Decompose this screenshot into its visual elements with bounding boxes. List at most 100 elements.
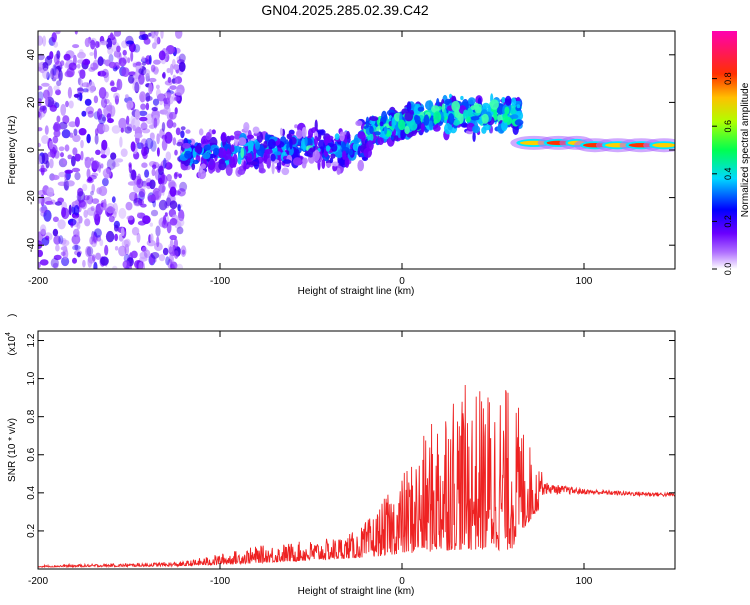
spectrogram-cell — [112, 265, 118, 269]
spectrogram-cell — [156, 133, 160, 145]
spectrogram-cell — [56, 80, 62, 87]
spectrogram-cell — [355, 120, 363, 127]
spectrogram-cell — [93, 95, 99, 104]
spectrogram-cell — [266, 157, 272, 169]
spectrogram-cell — [398, 119, 406, 131]
spectrogram-cell — [109, 81, 115, 87]
spectrogram-cell — [229, 135, 235, 141]
spectrogram-cell — [89, 236, 94, 245]
spectrogram-cell — [141, 162, 148, 168]
spectrogram-cell — [146, 182, 151, 187]
spectrogram-cell — [38, 142, 41, 148]
spectrogram-cell — [162, 247, 169, 256]
spectrogram-cell — [312, 149, 320, 162]
spectrogram-cell — [145, 92, 151, 102]
spectrogram-cell — [99, 239, 104, 247]
spectrogram-cell — [325, 145, 331, 152]
snr-xtick-label: 0 — [399, 576, 405, 587]
snr-background — [38, 331, 675, 569]
spectrogram-cell — [56, 115, 61, 123]
spectrogram-cell — [114, 158, 124, 163]
spectrogram-cell — [169, 186, 177, 197]
spectrogram-cell — [75, 232, 80, 242]
spectrogram-cell — [90, 205, 95, 212]
spectrogram-cell — [137, 212, 141, 218]
spectrogram-cell — [52, 135, 59, 144]
spectrogram-cell — [344, 157, 350, 168]
spectrogram-cell — [233, 145, 242, 153]
spectrogram-cell — [50, 257, 59, 269]
spectrogram-cell — [81, 110, 87, 117]
spectrogram-cell — [139, 256, 148, 262]
spectrogram-xtick-label: -200 — [28, 276, 48, 287]
snr-multiplier-base: (x10 — [7, 336, 18, 356]
spectrogram-cell — [169, 63, 174, 76]
spectrogram-cell — [391, 117, 396, 130]
spectrogram-cell — [116, 78, 123, 91]
spectrogram-cell — [83, 209, 88, 218]
spectrogram-cell — [287, 146, 294, 156]
spectrogram-cell — [49, 104, 57, 112]
spectrogram-cell — [137, 220, 147, 226]
spectrogram-cell — [92, 59, 100, 70]
spectrogram-cell — [137, 212, 146, 219]
spectrogram-cell — [404, 126, 410, 135]
spectrogram-cell — [126, 100, 132, 111]
spectrogram-cell — [143, 69, 151, 77]
spectrogram-cell — [68, 121, 77, 128]
spectrogram-cell — [294, 124, 299, 129]
spectrogram-cell — [140, 138, 148, 149]
spectrogram-cell — [88, 67, 96, 72]
spectrogram-cell — [230, 144, 235, 153]
spectrogram-cell — [82, 58, 91, 66]
spectrogram-cell — [168, 253, 174, 264]
spectrogram-cell — [62, 248, 69, 260]
spectrogram-cell — [357, 159, 365, 172]
snr-multiplier-exp: 4 — [5, 332, 12, 336]
spectrogram-cell — [42, 35, 47, 47]
spectrogram-cell — [77, 69, 86, 75]
spectrogram-cell — [138, 110, 148, 117]
spectrogram-cell — [164, 212, 168, 217]
spectrogram-cell — [120, 127, 125, 133]
spectrogram-cell — [38, 62, 44, 72]
spectrogram-cell — [130, 141, 136, 152]
spectrogram-cell — [470, 116, 480, 121]
spectrogram-cell — [169, 239, 174, 248]
spectrogram-cell — [151, 168, 156, 177]
spectrogram-cell — [127, 181, 137, 186]
spectrogram-cell — [154, 31, 159, 36]
spectrogram-cell — [467, 97, 476, 105]
spectrogram-cell — [440, 111, 445, 123]
spectrogram-cell — [102, 177, 109, 187]
colorbar-gradient — [712, 31, 737, 269]
spectrogram-cell — [176, 217, 185, 227]
spectrogram-cell — [148, 77, 157, 83]
figure-title: GN04.2025.285.02.39.C42 — [261, 2, 429, 18]
spectrogram-cell — [96, 122, 106, 135]
spectrogram-cell — [474, 106, 482, 114]
spectrogram-cell — [64, 62, 70, 69]
spectrogram-cell — [140, 203, 147, 208]
spectrogram-cell — [111, 162, 120, 168]
spectrogram-cell — [166, 95, 174, 105]
spectrogram-cell — [38, 102, 42, 107]
spectrogram-cell — [72, 147, 78, 156]
spectrogram-cell — [155, 225, 161, 237]
spectrogram-cell — [128, 163, 132, 174]
spectrogram-cell — [379, 121, 384, 127]
spectrogram-cell — [143, 37, 151, 45]
spectrogram-cell — [74, 172, 81, 181]
spectrogram-cell — [79, 49, 84, 55]
spectrogram-cell — [148, 83, 153, 95]
spectrogram-cell — [60, 239, 70, 247]
spectrogram-cell — [94, 128, 99, 136]
spectrogram-cell — [132, 74, 140, 79]
spectrogram-cell — [329, 157, 334, 164]
spectrogram-cell — [163, 92, 172, 97]
spectrogram-cell — [39, 105, 47, 111]
spectrogram-cell — [63, 53, 71, 61]
spectrogram-cell — [325, 162, 332, 167]
spectrogram-cell — [97, 56, 104, 67]
